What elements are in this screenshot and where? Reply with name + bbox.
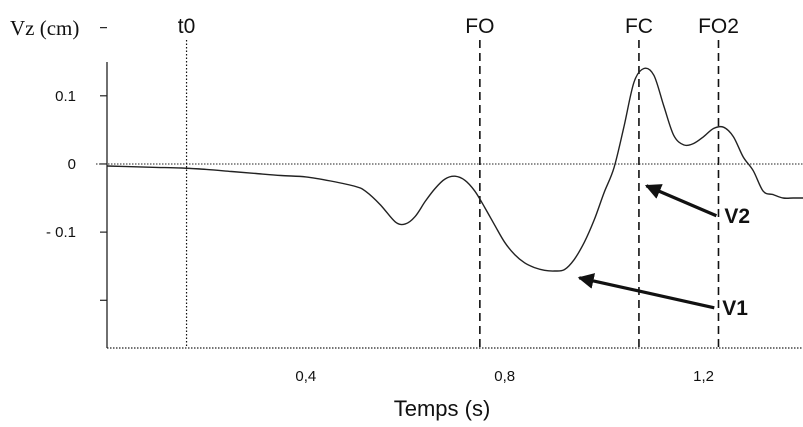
- y-axis-label: Vz (cm): [10, 16, 79, 40]
- annotation-arrow-v1: [577, 273, 715, 310]
- event-label-fc: FC: [625, 15, 653, 38]
- x-tick-label-2: 1,2: [693, 368, 714, 385]
- annotation-arrow-v2: [644, 184, 718, 218]
- x-axis-label: Temps (s): [394, 396, 491, 421]
- y-tick-label-0: 0.1: [55, 88, 76, 105]
- event-label-t0: t0: [178, 15, 196, 38]
- x-tick-label-0: 0,4: [295, 368, 316, 385]
- annotation-label-v1: V1: [722, 297, 748, 320]
- x-tick-label-1: 0,8: [494, 368, 515, 385]
- y-tick-label-1: 0: [68, 156, 76, 173]
- series-line-0: [106, 67, 803, 272]
- annotation-label-v2: V2: [724, 205, 750, 228]
- y-tick-label-2: - 0.1: [46, 224, 76, 241]
- event-label-fo: FO: [465, 15, 494, 38]
- event-label-fo2: FO2: [698, 15, 739, 38]
